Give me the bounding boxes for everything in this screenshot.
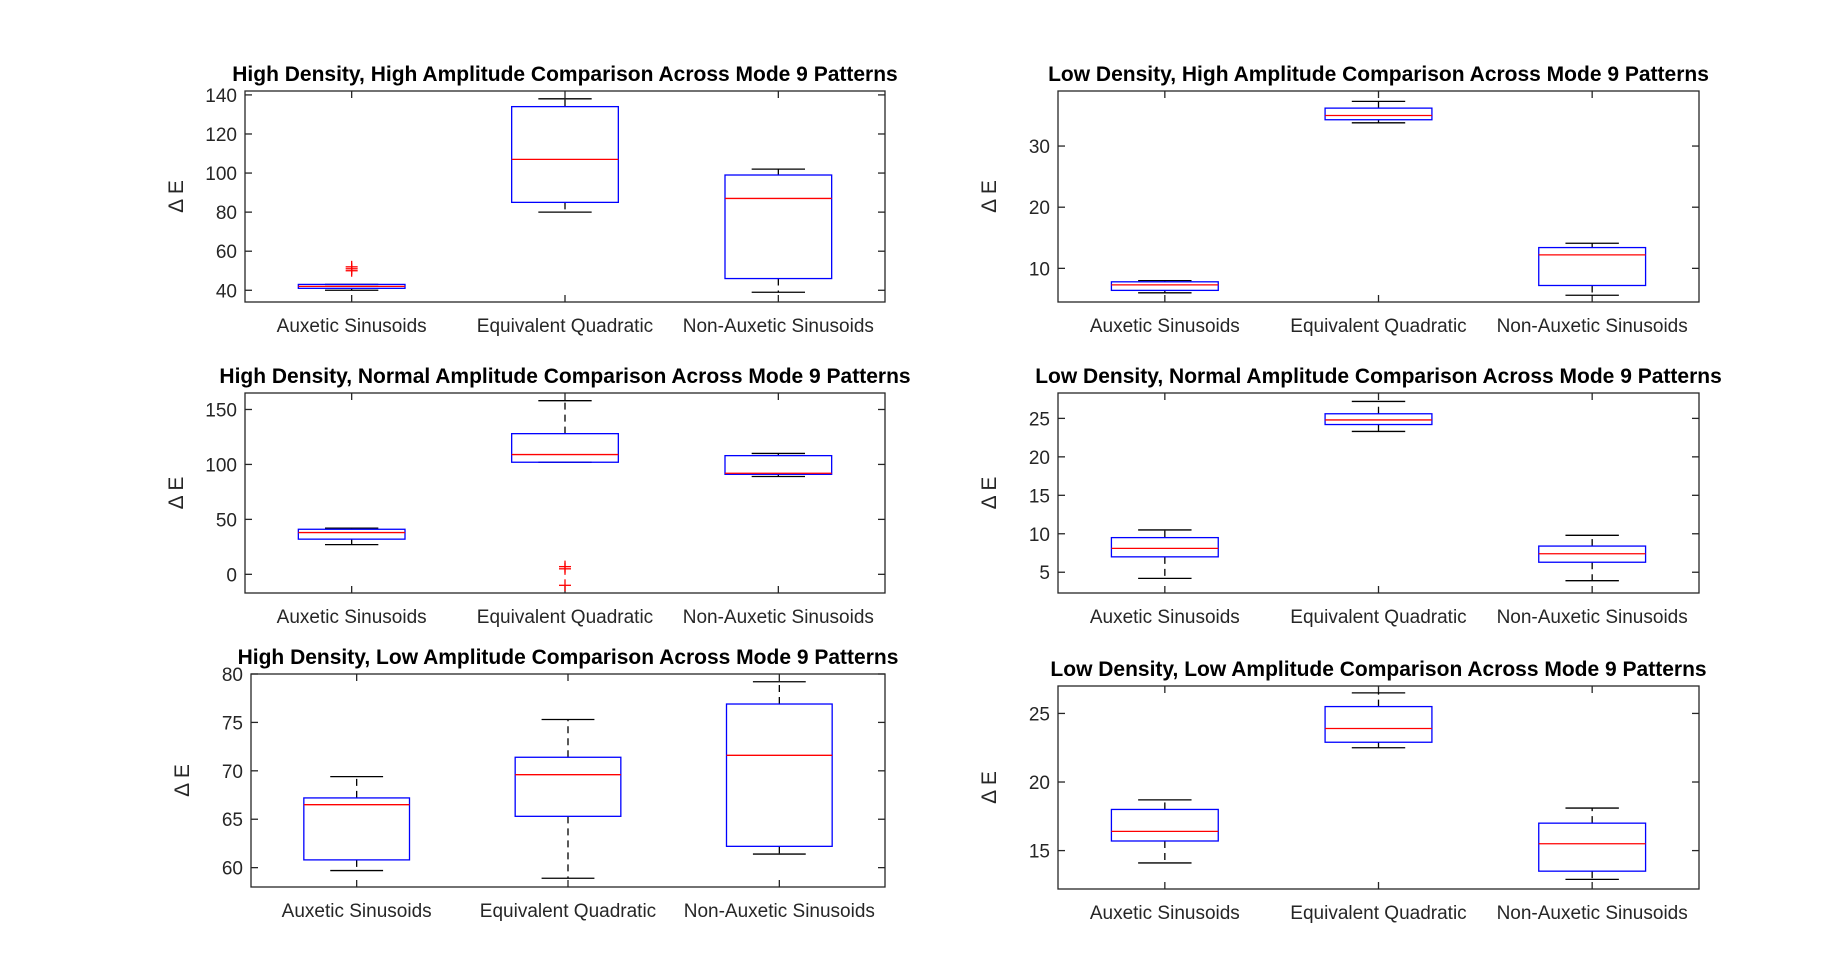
iqr-box — [1538, 822, 1647, 872]
chart-title: High Density, Normal Amplitude Compariso… — [219, 365, 910, 388]
y-tick-label: 100 — [205, 164, 237, 185]
iqr-box — [1538, 246, 1647, 287]
x-category-label: Auxetic Sinusoids — [1090, 903, 1240, 924]
boxplot-panel-3: High Density, Normal Amplitude Compariso… — [165, 365, 911, 628]
boxplot-panel-5: High Density, Low Amplitude Comparison A… — [171, 646, 898, 922]
iqr-box — [1324, 107, 1433, 121]
y-tick-label: 10 — [1029, 259, 1050, 280]
iqr-box — [511, 105, 619, 204]
x-category-label: Equivalent Quadratic — [477, 607, 653, 628]
iqr-box — [1110, 536, 1219, 558]
plot-frame — [1057, 685, 1700, 890]
y-tick-label: 20 — [1029, 198, 1050, 219]
chart-title: Low Density, High Amplitude Comparison A… — [1048, 63, 1709, 86]
y-tick-label: 60 — [216, 242, 237, 263]
iqr-box — [725, 703, 833, 847]
x-category-label: Auxetic Sinusoids — [1090, 607, 1240, 628]
plot-frame — [244, 90, 886, 303]
y-axis-label: Δ E — [165, 477, 188, 510]
y-tick-label: 20 — [1029, 773, 1050, 794]
boxplot-panel-6: Low Density, Low Amplitude Comparison Ac… — [978, 658, 1707, 924]
y-tick-label: 140 — [205, 86, 237, 107]
y-tick-label: 50 — [216, 510, 237, 531]
y-tick-label: 5 — [1039, 563, 1050, 584]
y-tick-label: 15 — [1029, 486, 1050, 507]
plot-frame — [1057, 392, 1700, 594]
boxplot-panel-1: High Density, High Amplitude Comparison … — [165, 63, 898, 337]
x-category-label: Non-Auxetic Sinusoids — [683, 607, 874, 628]
x-category-label: Auxetic Sinusoids — [277, 316, 427, 337]
iqr-box — [1110, 281, 1219, 292]
y-tick-label: 120 — [205, 125, 237, 146]
x-category-label: Equivalent Quadratic — [480, 901, 656, 922]
y-tick-label: 25 — [1029, 704, 1050, 725]
iqr-box — [1324, 705, 1433, 743]
x-category-label: Auxetic Sinusoids — [1090, 316, 1240, 337]
x-category-label: Equivalent Quadratic — [1290, 316, 1466, 337]
boxplot-panel-2: Low Density, High Amplitude Comparison A… — [978, 63, 1709, 337]
iqr-box — [511, 433, 619, 463]
y-tick-label: 10 — [1029, 525, 1050, 546]
iqr-box — [724, 454, 833, 475]
x-category-label: Non-Auxetic Sinusoids — [1497, 607, 1688, 628]
chart-title: Low Density, Low Amplitude Comparison Ac… — [1050, 658, 1706, 681]
x-category-label: Equivalent Quadratic — [1290, 903, 1466, 924]
iqr-box — [514, 756, 622, 817]
x-category-label: Non-Auxetic Sinusoids — [684, 901, 875, 922]
y-tick-label: 60 — [222, 859, 243, 880]
y-tick-label: 15 — [1029, 842, 1050, 863]
y-tick-label: 65 — [222, 810, 243, 831]
x-category-label: Equivalent Quadratic — [477, 316, 653, 337]
boxplot-panel-4: Low Density, Normal Amplitude Comparison… — [978, 365, 1722, 628]
x-category-label: Non-Auxetic Sinusoids — [1497, 903, 1688, 924]
iqr-box — [1110, 808, 1219, 842]
iqr-box — [724, 174, 833, 280]
y-tick-label: 70 — [222, 762, 243, 783]
x-category-label: Non-Auxetic Sinusoids — [683, 316, 874, 337]
iqr-box — [297, 528, 406, 540]
y-axis-label: Δ E — [165, 180, 188, 213]
chart-title: High Density, Low Amplitude Comparison A… — [238, 646, 899, 669]
y-tick-label: 80 — [216, 203, 237, 224]
y-tick-label: 25 — [1029, 409, 1050, 430]
y-tick-label: 150 — [205, 400, 237, 421]
y-tick-label: 20 — [1029, 448, 1050, 469]
x-category-label: Equivalent Quadratic — [1290, 607, 1466, 628]
y-tick-label: 40 — [216, 281, 237, 302]
y-tick-label: 30 — [1029, 137, 1050, 158]
y-axis-label: Δ E — [978, 180, 1001, 213]
x-category-label: Auxetic Sinusoids — [282, 901, 432, 922]
y-axis-label: Δ E — [978, 771, 1001, 804]
x-category-label: Non-Auxetic Sinusoids — [1497, 316, 1688, 337]
y-tick-label: 100 — [205, 455, 237, 476]
y-axis-label: Δ E — [171, 764, 194, 797]
y-axis-label: Δ E — [978, 477, 1001, 510]
chart-title: Low Density, Normal Amplitude Comparison… — [1035, 365, 1722, 388]
y-tick-label: 75 — [222, 713, 243, 734]
x-category-label: Auxetic Sinusoids — [277, 607, 427, 628]
iqr-box — [1324, 413, 1433, 426]
iqr-box — [303, 797, 411, 861]
y-tick-label: 0 — [226, 565, 237, 586]
y-tick-label: 80 — [222, 665, 243, 686]
chart-title: High Density, High Amplitude Comparison … — [232, 63, 897, 86]
